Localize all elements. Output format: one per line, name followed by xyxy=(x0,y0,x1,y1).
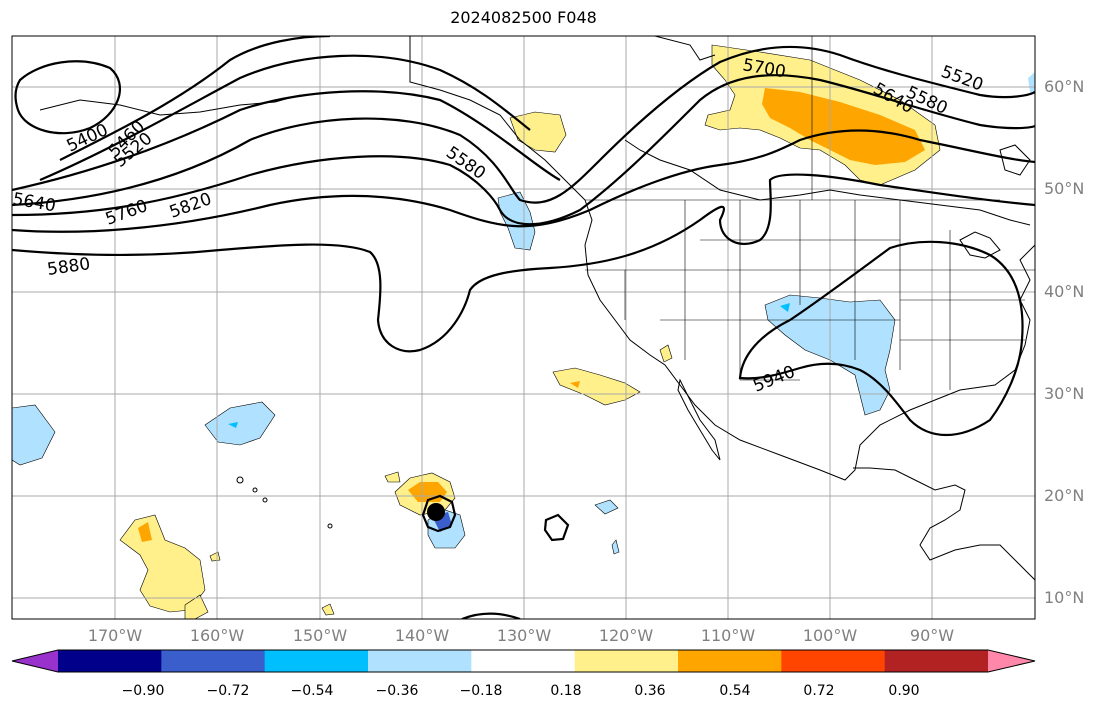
colorbar-cell xyxy=(574,650,679,672)
colorbar-cell xyxy=(161,650,266,672)
colorbar-tick-label: −0.18 xyxy=(459,683,503,699)
colorbar-cell xyxy=(678,650,782,672)
colorbar-tick-label: −0.54 xyxy=(290,683,334,699)
longitude-label: 170°W xyxy=(87,626,143,645)
longitude-label: 100°W xyxy=(802,626,858,645)
colorbar-tick-label: 0.54 xyxy=(719,683,751,699)
colorbar-extend-min xyxy=(12,650,58,672)
colorbar-cell xyxy=(264,650,369,672)
colorbar-tick-label: 0.72 xyxy=(803,683,835,699)
map-frame xyxy=(11,35,1036,620)
map-title: 2024082500 F048 xyxy=(450,8,597,27)
colorbar-outline xyxy=(11,649,1036,673)
longitude-label: 160°W xyxy=(189,626,245,645)
longitude-label: 110°W xyxy=(700,626,756,645)
colorbar-cell xyxy=(368,650,472,672)
colorbar-cell xyxy=(781,650,886,672)
latitude-label: 30°N xyxy=(1044,384,1085,403)
graticule xyxy=(12,36,1035,619)
colorbar xyxy=(11,649,1036,673)
latitude-label: 60°N xyxy=(1044,77,1085,96)
storm-center-marker xyxy=(427,503,445,521)
state-borders xyxy=(585,36,1035,390)
latitude-label: 10°N xyxy=(1044,588,1085,607)
longitude-label: 150°W xyxy=(292,626,348,645)
colorbar-tick-label: 0.90 xyxy=(888,683,920,699)
latitude-label: 50°N xyxy=(1044,179,1085,198)
colorbar-tick-label: −0.72 xyxy=(206,683,250,699)
coastlines xyxy=(39,36,1035,581)
colorbar-tick-label: −0.90 xyxy=(121,683,165,699)
longitude-label: 130°W xyxy=(496,626,552,645)
colorbar-cell xyxy=(58,650,162,672)
longitude-label: 120°W xyxy=(598,626,654,645)
latitude-label: 40°N xyxy=(1044,282,1085,301)
colorbar-tick-label: 0.36 xyxy=(634,683,666,699)
colorbar-cell xyxy=(471,650,576,672)
longitude-label: 140°W xyxy=(394,626,450,645)
colorbar-extend-max xyxy=(988,650,1035,672)
colorbar-cell xyxy=(884,650,989,672)
colorbar-tick-label: −0.36 xyxy=(375,683,419,699)
colorbar-tick-label: 0.18 xyxy=(550,683,582,699)
latitude-label: 20°N xyxy=(1044,486,1085,505)
height-contours xyxy=(12,36,1035,619)
longitude-label: 90°W xyxy=(909,626,955,645)
